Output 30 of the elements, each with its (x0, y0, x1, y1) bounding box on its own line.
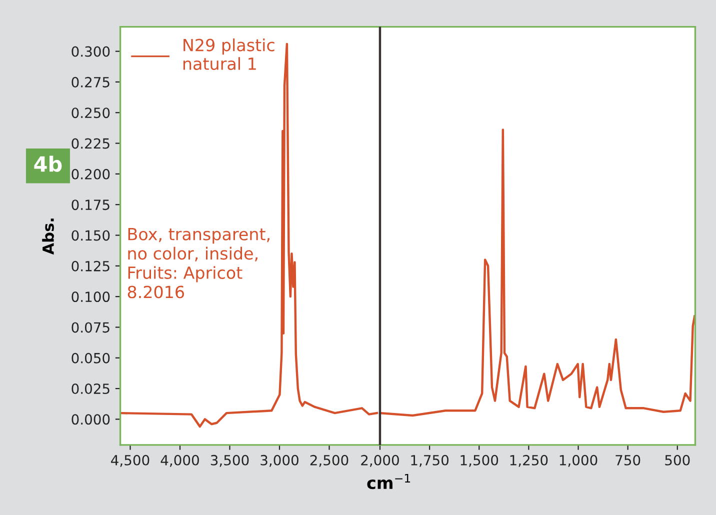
annotation: Box, transparent, no color, inside, Fruits: Apricot 8.2016 (128, 228, 270, 298)
y-tick-label: 0.175 (72, 200, 110, 210)
legend-label: N29 plastic natural 1 (183, 38, 274, 70)
x-tick-label: 2,500 (310, 454, 348, 467)
y-tick-label: 0.250 (72, 108, 110, 118)
x-tick-label: 1,500 (460, 454, 498, 467)
y-tick-label: 0.200 (72, 168, 110, 180)
x-tick-label: 750 (616, 454, 640, 466)
x-tick-label: 1,250 (510, 454, 548, 467)
x-tick-label: 4,500 (111, 454, 150, 467)
y-tick-label: 0.225 (72, 138, 110, 149)
y-tick-label: 0.000 (72, 414, 110, 425)
y-tick-label: 0.125 (72, 260, 110, 272)
y-tick-label: 0.050 (72, 352, 110, 364)
y-tick-label: 0.075 (72, 322, 110, 333)
text: 4b (34, 156, 62, 172)
y-tick-label: 0.025 (72, 384, 110, 394)
x-tick-label: 3,500 (210, 454, 249, 467)
y-tick-label: 0.300 (72, 46, 110, 57)
y-tick-label: 0.100 (72, 292, 110, 302)
y-axis-title: Abs. (42, 218, 54, 255)
x-tick-label: 1,750 (411, 454, 449, 467)
x-tick-label: 500 (665, 454, 690, 466)
x-tick-label: 1,000 (560, 454, 598, 467)
x-axis-title: cm$^{−1}$ (367, 474, 410, 490)
x-tick-label: 2,000 (361, 454, 399, 467)
x-tick-label: 3,000 (260, 454, 298, 467)
x-tick-label: 4,000 (160, 454, 199, 467)
y-tick-label: 0.150 (72, 230, 110, 241)
y-tick-label: 0.275 (72, 76, 110, 88)
